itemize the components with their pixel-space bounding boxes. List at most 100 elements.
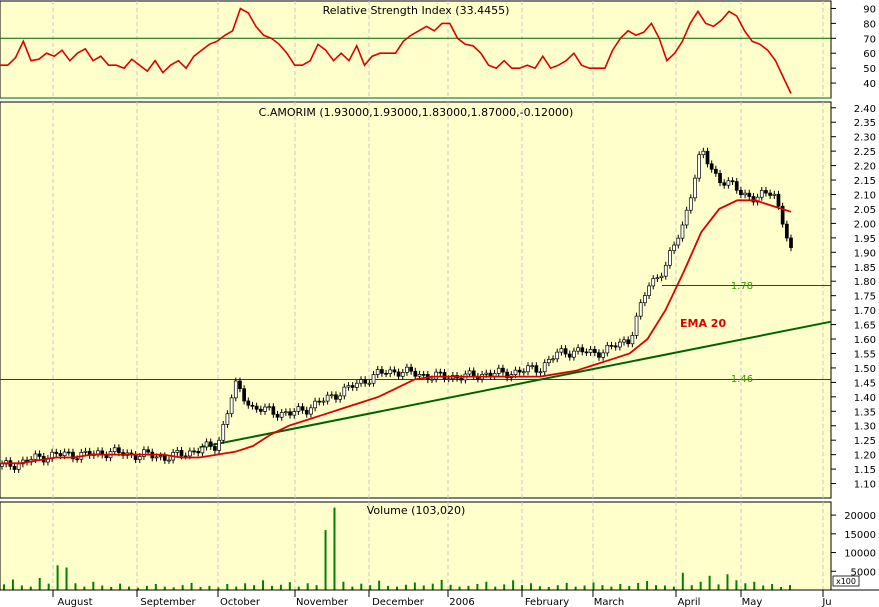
volume-bar	[538, 586, 541, 590]
price-bar-body	[400, 372, 405, 377]
price-bar-body	[200, 446, 205, 454]
volume-bar	[92, 581, 95, 590]
rsi-panel	[0, 0, 832, 99]
price-bar-body	[12, 465, 17, 470]
volume-bar	[619, 584, 622, 590]
price-bar-body	[196, 450, 201, 454]
price-bar-body	[688, 197, 693, 211]
volume-bar	[744, 583, 747, 590]
price-bar-body	[204, 441, 209, 448]
volume-bar	[145, 585, 148, 590]
volume-bar	[521, 585, 524, 590]
volume-bar	[681, 572, 684, 590]
axis-labels: August September October November December 20…	[0, 4, 879, 607]
price-bar-body	[617, 341, 622, 348]
price-bar-body	[338, 395, 342, 400]
y-tick-label: 1.60	[854, 335, 876, 346]
volume-bar	[717, 584, 720, 590]
price-bar-body	[267, 406, 272, 409]
price-bar-body	[250, 404, 255, 407]
price-bar-body	[638, 302, 643, 317]
y-tick-label: 1.45	[854, 378, 876, 389]
y-tick-label: 1.50	[854, 364, 876, 375]
volume-bar	[628, 585, 631, 590]
y-tick-label: 2.20	[854, 162, 876, 173]
price-bar-body	[530, 365, 535, 368]
volume-bar	[20, 585, 23, 590]
price-bar-body	[526, 365, 530, 373]
price-bar-body	[329, 394, 334, 397]
x-tick-label: March	[594, 597, 624, 607]
y-tick-label: 80	[863, 19, 876, 30]
ema-line	[2, 199, 792, 465]
price-bar-body	[421, 374, 426, 376]
x-tick-label: April	[678, 597, 701, 607]
price-bar-body	[609, 345, 614, 347]
price-bar-body	[66, 451, 71, 454]
price-bar-body	[258, 408, 263, 412]
price-bar-body	[551, 358, 555, 361]
volume-bar	[753, 581, 756, 590]
volume-bar	[672, 586, 675, 590]
volume-bar	[378, 580, 381, 590]
price-bar-body	[371, 374, 376, 384]
volume-bar	[136, 587, 139, 590]
volume-bar	[208, 585, 211, 590]
price-bar-body	[71, 451, 75, 460]
price-bar-body	[346, 385, 351, 388]
price-bar-body	[563, 348, 568, 355]
price-bar-body	[405, 366, 409, 373]
volume-bar	[592, 582, 595, 590]
price-bar-body	[279, 412, 284, 418]
price-bar-body	[288, 411, 292, 416]
volume-unit: x100	[836, 577, 856, 586]
price-bar-body	[521, 371, 526, 374]
volume-bar	[556, 585, 559, 590]
price-bar-body	[471, 370, 476, 377]
price-bar-body	[304, 409, 309, 415]
price-bar-body	[179, 450, 184, 457]
price-bar-body	[547, 358, 551, 364]
volume-bar	[413, 582, 416, 590]
y-tick-label: 70	[863, 34, 876, 45]
volume-title: Volume (103,020)	[367, 504, 465, 517]
price-bar-body	[630, 335, 635, 345]
price-bar-body	[534, 365, 539, 373]
volume-bar	[270, 585, 273, 590]
volume-bar	[306, 583, 309, 590]
price-bar-body	[229, 397, 234, 415]
price-bar-body	[759, 190, 764, 198]
price-bar-body	[663, 264, 668, 277]
volume-bar	[547, 587, 550, 590]
price-bar-body	[254, 405, 259, 410]
price-bar-body	[739, 189, 743, 196]
price-bar-body	[208, 441, 213, 447]
volume-bar	[708, 575, 711, 590]
x-tick-label: November	[296, 597, 349, 607]
grid-lines	[52, 1, 824, 590]
price-bar-body	[188, 450, 192, 457]
price-bar-body	[367, 382, 372, 385]
price-bar-body	[309, 407, 313, 415]
y-tick-label: 60	[863, 49, 876, 60]
y-tick-label: 10000	[844, 549, 876, 560]
y-tick-label: 1.15	[854, 465, 876, 476]
price-bar-body	[567, 353, 572, 358]
volume-bar	[297, 586, 300, 590]
price-bar-body	[668, 250, 672, 266]
volume-bar	[369, 585, 372, 590]
volume-bar	[780, 587, 783, 590]
x-tick-label: February	[525, 597, 569, 607]
price-bar-body	[246, 400, 251, 406]
volume-bar	[262, 580, 265, 590]
price-bar-body	[743, 192, 747, 196]
volume-bar	[404, 584, 407, 590]
volume-bar	[431, 583, 434, 590]
volume-bar	[38, 578, 41, 590]
y-tick-label: 1.75	[854, 292, 876, 303]
price-bar-body	[684, 209, 689, 226]
volume-bar	[172, 587, 175, 590]
price-bar-body	[263, 406, 267, 412]
price-bar-body	[789, 237, 793, 248]
y-tick-label: 5000	[851, 567, 876, 578]
